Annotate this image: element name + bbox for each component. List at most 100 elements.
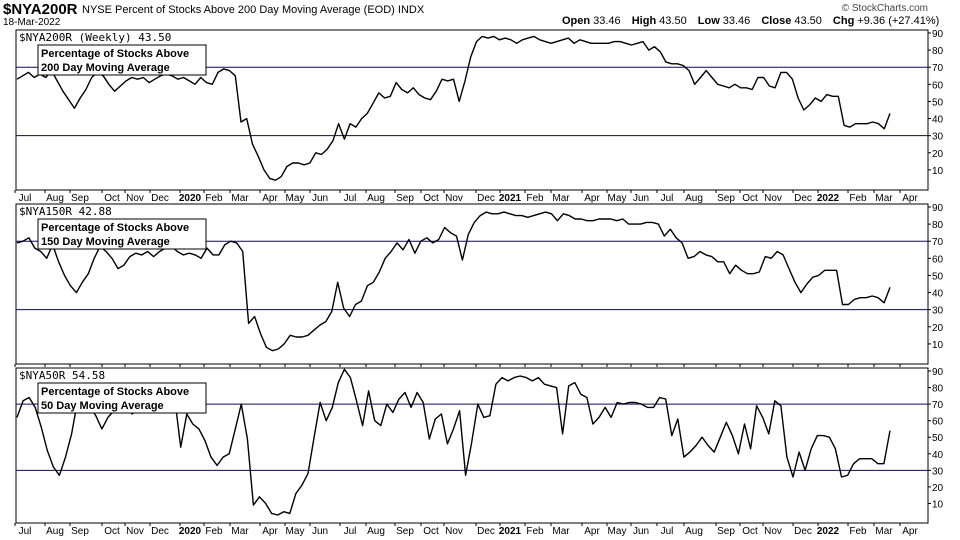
x-tick-label: May [286, 193, 305, 204]
x-tick-label: Oct [423, 526, 439, 537]
x-tick-label: Nov [126, 526, 144, 537]
y-tick-label: 60 [932, 80, 944, 91]
x-tick-label: 2021 [499, 526, 522, 537]
x-tick-label: Jun [633, 193, 649, 204]
x-tick-label: Aug [685, 526, 703, 537]
x-tick-label: Feb [526, 193, 544, 204]
y-tick-label: 20 [932, 483, 944, 494]
y-tick-label: 60 [932, 417, 944, 428]
annotation-text: 200 Day Moving Average [41, 62, 170, 74]
y-tick-label: 20 [932, 323, 944, 334]
x-tick-label: 2020 [179, 193, 202, 204]
x-tick-label: Mar [231, 193, 249, 204]
y-tick-label: 90 [932, 203, 944, 214]
x-tick-label: Dec [477, 193, 495, 204]
y-tick-label: 70 [932, 63, 944, 74]
annotation-box [37, 218, 207, 250]
x-tick-label: May [608, 193, 627, 204]
y-tick-label: 10 [932, 340, 944, 351]
y-tick-label: 50 [932, 97, 944, 108]
x-tick-label: Nov [764, 193, 782, 204]
y-tick-label: 10 [932, 166, 944, 177]
x-tick-label: Aug [46, 526, 64, 537]
x-tick-label: Apr [584, 193, 600, 204]
x-tick-label: Dec [477, 526, 495, 537]
x-tick-label: Mar [552, 526, 570, 537]
x-tick-label: Aug [46, 193, 64, 204]
panel-title: $NYA200R (Weekly) 43.50 [19, 31, 171, 44]
y-tick-label: 60 [932, 254, 944, 265]
y-tick-label: 30 [932, 132, 944, 143]
panel-title: $NYA150R 42.88 [19, 205, 112, 218]
annotation-box [37, 382, 207, 414]
x-tick-label: Dec [794, 193, 812, 204]
x-tick-label: Dec [151, 193, 169, 204]
panel-title-bg [17, 205, 207, 218]
panel-title-bg [17, 369, 207, 382]
symbol: $NYA200R [3, 1, 78, 18]
description: NYSE Percent of Stocks Above 200 Day Mov… [82, 4, 425, 16]
x-tick-label: Feb [849, 193, 867, 204]
series-line [16, 211, 891, 352]
x-tick-label: Aug [685, 193, 703, 204]
x-tick-label: May [286, 526, 305, 537]
y-tick-label: 80 [932, 46, 944, 57]
x-tick-label: Nov [126, 193, 144, 204]
x-tick-label: Oct [742, 526, 758, 537]
x-tick-label: Apr [902, 193, 918, 204]
annotation-text: 150 Day Moving Average [41, 236, 170, 248]
y-tick-label: 40 [932, 289, 944, 300]
annotation-box [37, 44, 207, 76]
y-tick-label: 50 [932, 271, 944, 282]
x-tick-label: 2020 [179, 526, 202, 537]
ohlc-readout: Open 33.46 High 43.50 Low 33.46 Close 43.50 … [562, 15, 939, 27]
low-label: Low [697, 15, 720, 27]
open-label: Open [562, 15, 591, 27]
x-tick-label: Mar [552, 193, 570, 204]
y-tick-label: 70 [932, 237, 944, 248]
chart-panel-2: 10 20 30 40 50 60 70 80 90 $NYA150R 42.88 Percenta… [14, 203, 944, 378]
annotation-text: Percentage of Stocks Above [41, 48, 189, 60]
panel-title: $NYA50R 54.58 [19, 369, 105, 382]
x-tick-label: May [608, 526, 627, 537]
y-tick-label: 70 [932, 400, 944, 411]
x-tick-label: Feb [205, 193, 223, 204]
y-tick-label: 80 [932, 384, 944, 395]
y-tick-label: 10 [932, 499, 944, 510]
date: 18-Mar-2022 [3, 17, 61, 28]
chart-header: $NYA200R NYSE Percent of Stocks Above 20… [0, 0, 960, 30]
y-tick-label: 50 [932, 433, 944, 444]
x-tick-label: 2021 [499, 193, 522, 204]
panel-title-bg [17, 31, 207, 44]
y-tick-label: 40 [932, 115, 944, 126]
chg-label: Chg [832, 15, 855, 27]
y-tick-label: 90 [932, 29, 944, 40]
x-tick-label: Sep [71, 193, 89, 204]
x-tick-label: Jul [344, 193, 357, 204]
close-label: Close [761, 15, 792, 27]
x-tick-label: Jun [312, 526, 328, 537]
annotation-text: Percentage of Stocks Above [41, 386, 189, 398]
x-tick-label: Sep [396, 193, 414, 204]
x-tick-label: Jul [661, 526, 674, 537]
x-tick-label: Sep [71, 526, 89, 537]
x-tick-label: Nov [445, 526, 463, 537]
x-tick-label: Mar [875, 526, 893, 537]
brand-logo: © StockCharts.com [841, 3, 928, 14]
annotation-text: Percentage of Stocks Above [41, 222, 189, 234]
x-tick-label: Sep [396, 526, 414, 537]
x-tick-label: Apr [262, 526, 278, 537]
y-tick-label: 80 [932, 220, 944, 231]
open-value: 33.46 [593, 15, 621, 27]
y-tick-label: 20 [932, 149, 944, 160]
x-tick-label: Apr [902, 526, 918, 537]
high-label: High [631, 15, 657, 27]
x-tick-label: Sep [717, 193, 735, 204]
x-tick-label: Jun [633, 526, 649, 537]
x-tick-label: Nov [764, 526, 782, 537]
high-value: 43.50 [659, 15, 687, 27]
x-tick-label: Oct [423, 193, 439, 204]
x-tick-label: Aug [367, 193, 385, 204]
x-tick-label: Mar [875, 193, 893, 204]
